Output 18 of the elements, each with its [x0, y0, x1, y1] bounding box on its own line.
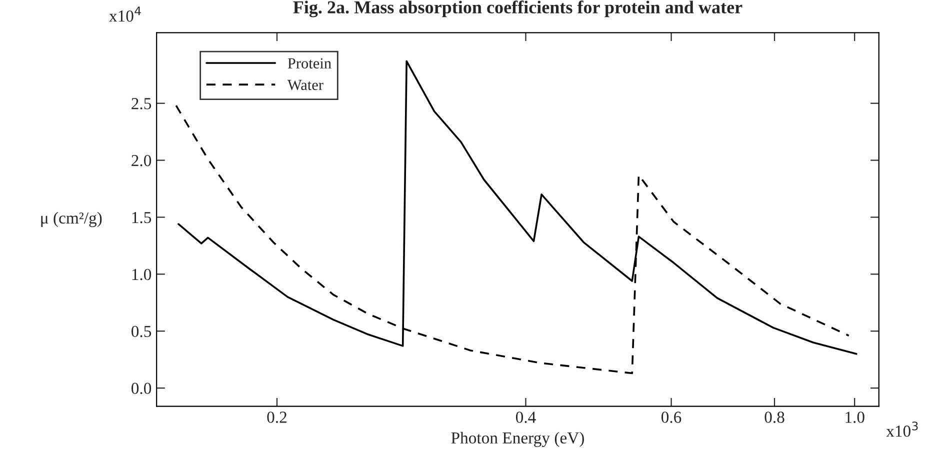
y-tick-label: 1.5 — [132, 212, 152, 224]
y-axis-title: μ (cm²/g) — [41, 212, 102, 228]
y-tick-label: 0.5 — [132, 326, 152, 338]
text: x10$^{3}$ — [886, 422, 918, 437]
x-axis-title: Photon Energy (eV) — [451, 432, 584, 447]
y-tick-label: 1.0 — [132, 268, 152, 280]
x-tick-label: 1.0 — [846, 412, 864, 423]
legend-label: Protein — [288, 58, 332, 68]
y-tick-label: 2.0 — [132, 154, 152, 166]
x-tick-label: 0.4 — [516, 412, 536, 423]
x-tick-label: 0.6 — [661, 412, 682, 423]
y-tick-label: 0.0 — [132, 382, 152, 394]
chart-title: Fig. 2a. Mass absorption coefficients for protein and water — [293, 0, 742, 18]
y-tick-label: 2.5 — [132, 98, 152, 110]
text: x10$^{4}$ — [109, 6, 141, 22]
legend-label: Water — [287, 80, 324, 90]
x-tick-label: 0.8 — [764, 412, 784, 423]
x-tick-label: 0.2 — [267, 412, 286, 423]
